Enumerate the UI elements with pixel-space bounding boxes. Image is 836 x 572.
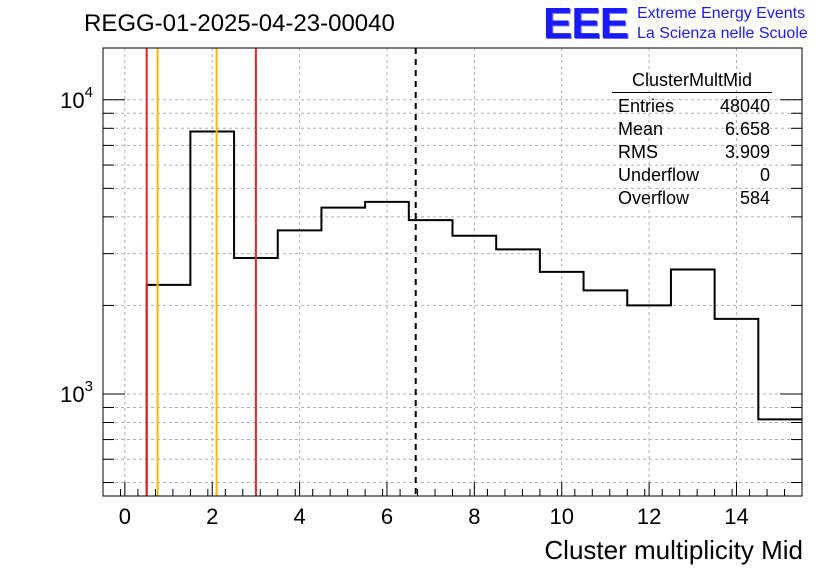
x-tick-label: 2 xyxy=(206,504,218,529)
stats-label: Overflow xyxy=(618,188,690,208)
stats-row-entries: Entries 48040 xyxy=(612,95,772,118)
x-tick-label: 4 xyxy=(293,504,305,529)
stats-box-title: ClusterMultMid xyxy=(612,70,772,93)
stats-box: ClusterMultMid Entries 48040 Mean 6.658 … xyxy=(612,70,772,210)
ticks-layer xyxy=(102,99,803,496)
y-tick-label: 103 xyxy=(60,378,93,407)
marker-lines-layer xyxy=(145,48,417,496)
y-tick-label: 104 xyxy=(60,84,93,113)
stats-label: Entries xyxy=(618,96,675,116)
stats-value: 0 xyxy=(759,165,770,185)
stats-label: RMS xyxy=(618,142,658,162)
x-tick-label: 0 xyxy=(119,504,131,529)
stats-value: 584 xyxy=(739,188,770,208)
x-tick-label: 10 xyxy=(549,504,573,529)
stats-value: 3.909 xyxy=(724,142,770,162)
histogram-outline xyxy=(145,130,802,496)
tick-labels-layer: 0 2 4 6 8 10 12 14 103 104 xyxy=(60,84,749,529)
grid-layer xyxy=(103,48,802,496)
eee-logo: EEE xyxy=(543,0,629,48)
stats-label: Underflow xyxy=(618,165,700,185)
stats-row-overflow: Overflow 584 xyxy=(612,187,772,210)
chart-title: REGG-01-2025-04-23-00040 xyxy=(84,10,395,37)
x-tick-label: 14 xyxy=(724,504,748,529)
histogram-layer xyxy=(145,130,802,496)
stats-label: Mean xyxy=(618,119,664,139)
stats-row-mean: Mean 6.658 xyxy=(612,118,772,141)
x-tick-label: 6 xyxy=(381,504,393,529)
x-axis-label: Cluster multiplicity Mid xyxy=(544,535,803,565)
stats-row-rms: RMS 3.909 xyxy=(612,141,772,164)
logo-line-2: La Scienza nelle Scuole xyxy=(637,25,808,42)
logo-line-1: Extreme Energy Events xyxy=(637,5,806,22)
stats-value: 6.658 xyxy=(724,119,770,139)
stats-row-underflow: Underflow 0 xyxy=(612,164,772,187)
x-tick-label: 8 xyxy=(468,504,480,529)
logo-caption: Extreme Energy Events La Scienza nelle S… xyxy=(637,4,808,44)
x-tick-label: 12 xyxy=(637,504,661,529)
stats-value: 48040 xyxy=(719,96,770,116)
